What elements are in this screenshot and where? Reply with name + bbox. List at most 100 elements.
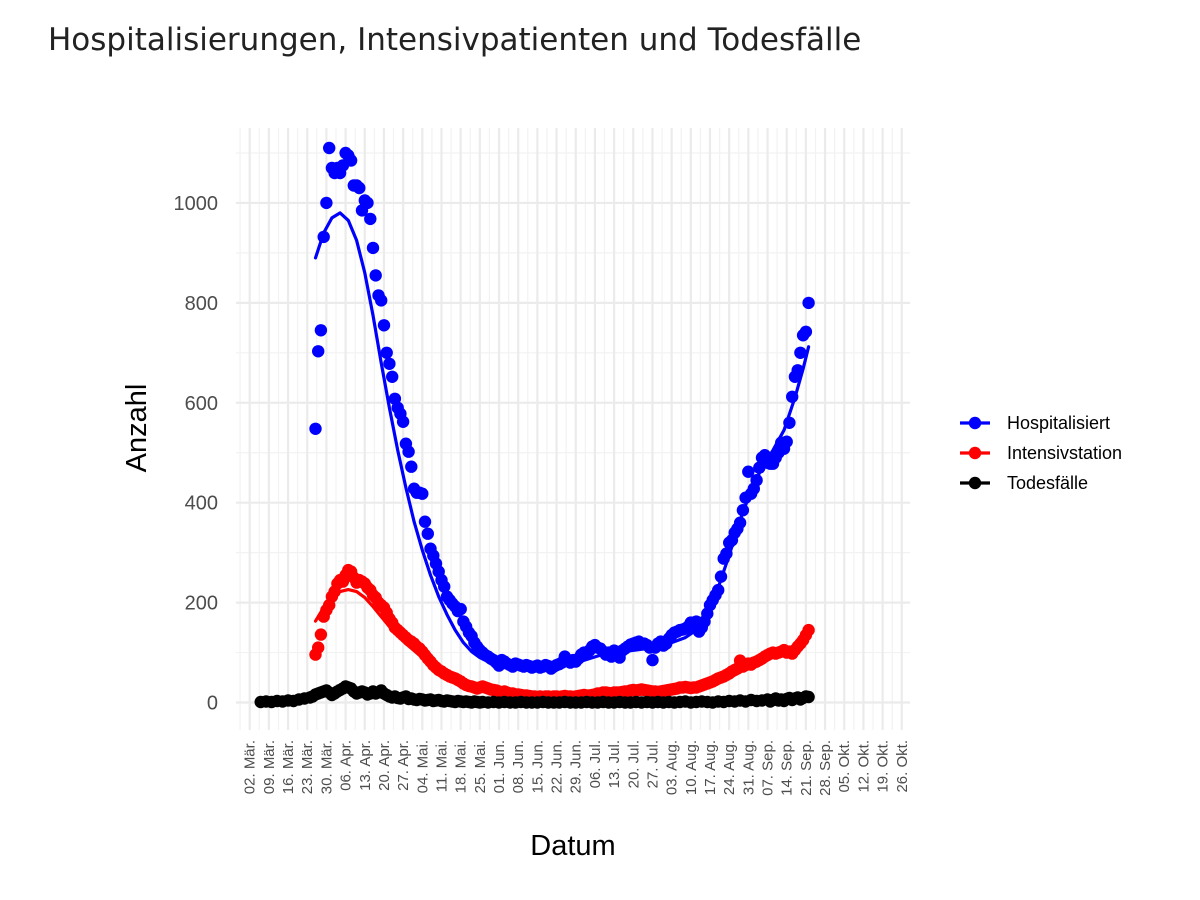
data-point xyxy=(733,516,747,529)
x-tick-label: 17. Aug. xyxy=(702,740,719,795)
x-tick-label: 31. Aug. xyxy=(740,740,757,795)
y-axis-title: Anzahl xyxy=(121,384,153,473)
legend-label: Intensivstation xyxy=(1007,443,1122,463)
data-point xyxy=(323,141,336,155)
legend-item: Todesfälle xyxy=(960,473,1088,493)
data-point xyxy=(309,422,322,435)
data-point xyxy=(802,623,815,637)
data-point xyxy=(364,212,377,226)
grid xyxy=(236,128,910,730)
x-tick-label: 03. Aug. xyxy=(664,740,681,795)
x-tick-label: 30. Mär. xyxy=(318,740,335,794)
x-tick-label: 02. Mär. xyxy=(242,740,259,794)
data-point xyxy=(317,230,330,244)
data-point xyxy=(712,583,725,597)
data-point xyxy=(402,445,415,458)
data-point xyxy=(386,370,399,383)
plot-panel xyxy=(236,128,910,730)
data-point xyxy=(314,628,328,641)
x-tick-label: 09. Mär. xyxy=(261,740,278,794)
data-point xyxy=(314,324,328,337)
x-tick-label: 29. Jun. xyxy=(568,740,585,793)
legend-marker xyxy=(968,416,982,430)
data-point xyxy=(736,504,750,517)
x-tick-label: 21. Sep. xyxy=(798,740,815,796)
data-point xyxy=(750,474,763,487)
data-point xyxy=(353,181,366,195)
data-point xyxy=(421,527,434,540)
data-point xyxy=(377,319,391,332)
x-tick-label: 18. Mai. xyxy=(453,740,470,793)
data-point xyxy=(405,460,418,473)
x-tick-label: 13. Apr. xyxy=(357,740,374,791)
y-tick-label: 0 xyxy=(207,693,218,715)
y-tick-label: 600 xyxy=(185,393,218,415)
x-tick-label: 20. Jul. xyxy=(625,740,642,788)
x-tick-label: 27. Apr. xyxy=(395,740,412,791)
x-tick-label: 10. Aug. xyxy=(683,740,700,795)
x-tick-label: 08. Jun. xyxy=(510,740,527,793)
data-point xyxy=(646,653,659,667)
data-point xyxy=(714,570,728,583)
data-point xyxy=(791,364,804,377)
data-point xyxy=(369,269,382,282)
legend-item: Hospitalisiert xyxy=(960,413,1110,433)
data-point xyxy=(344,154,358,167)
chart-title: Hospitalisierungen, Intensivpatienten un… xyxy=(48,22,862,58)
x-tick-label: 14. Sep. xyxy=(779,740,796,796)
x-tick-label: 16. Mär. xyxy=(280,740,297,794)
x-axis-ticks: 02. Mär. 09. Mär. 16. Mär. 23. Mär. 30. Mär.… xyxy=(242,740,911,796)
legend-label: Hospitalisiert xyxy=(1007,413,1110,433)
data-point xyxy=(312,345,325,358)
legend-item: Intensivstation xyxy=(960,443,1122,463)
x-tick-label: 27. Jul. xyxy=(645,740,662,788)
y-tick-label: 200 xyxy=(185,593,218,615)
data-point xyxy=(418,515,432,528)
series-points xyxy=(254,680,815,709)
data-point xyxy=(802,296,815,310)
legend-marker xyxy=(968,476,982,490)
data-point xyxy=(320,196,333,210)
data-point xyxy=(454,602,467,616)
x-tick-label: 13. Jul. xyxy=(606,740,623,788)
data-point xyxy=(438,580,451,593)
data-point xyxy=(383,357,396,370)
x-tick-label: 05. Okt. xyxy=(836,740,853,793)
data-point xyxy=(783,416,796,429)
data-point xyxy=(799,325,813,338)
x-tick-label: 28. Sep. xyxy=(817,740,834,796)
data-point xyxy=(312,641,325,654)
x-tick-label: 23. Mär. xyxy=(299,740,316,794)
series-points xyxy=(309,141,815,675)
y-axis-ticks: 0 200 400 600 800 1000 xyxy=(174,193,219,715)
y-tick-label: 800 xyxy=(185,293,218,315)
data-point xyxy=(802,690,815,704)
x-tick-label: 15. Jun. xyxy=(529,740,546,793)
x-tick-label: 01. Jun. xyxy=(491,740,508,793)
data-point xyxy=(375,294,388,307)
legend-label: Todesfälle xyxy=(1007,473,1088,493)
data-point xyxy=(361,196,374,210)
x-tick-label: 06. Apr. xyxy=(338,740,355,791)
x-tick-label: 12. Okt. xyxy=(855,740,872,793)
x-tick-label: 25. Mai. xyxy=(472,740,489,793)
x-tick-label: 24. Aug. xyxy=(721,740,738,795)
x-tick-label: 11. Mai. xyxy=(434,740,451,792)
data-point xyxy=(780,435,793,448)
data-point xyxy=(366,241,380,255)
data-point xyxy=(720,547,733,560)
y-tick-label: 1000 xyxy=(174,193,219,215)
x-tick-label: 04. Mai. xyxy=(414,740,431,793)
data-point xyxy=(742,465,755,478)
data-point xyxy=(396,415,410,428)
x-tick-label: 06. Jul. xyxy=(587,740,604,788)
data-point xyxy=(786,390,799,403)
legend: Hospitalisiert Intensivstation Todesfälle xyxy=(960,413,1122,493)
data-point xyxy=(794,346,807,359)
x-tick-label: 26. Okt. xyxy=(894,740,911,793)
data-point xyxy=(416,487,429,500)
x-tick-label: 07. Sep. xyxy=(760,740,777,796)
legend-marker xyxy=(968,446,982,460)
x-tick-label: 22. Jun. xyxy=(549,740,566,793)
